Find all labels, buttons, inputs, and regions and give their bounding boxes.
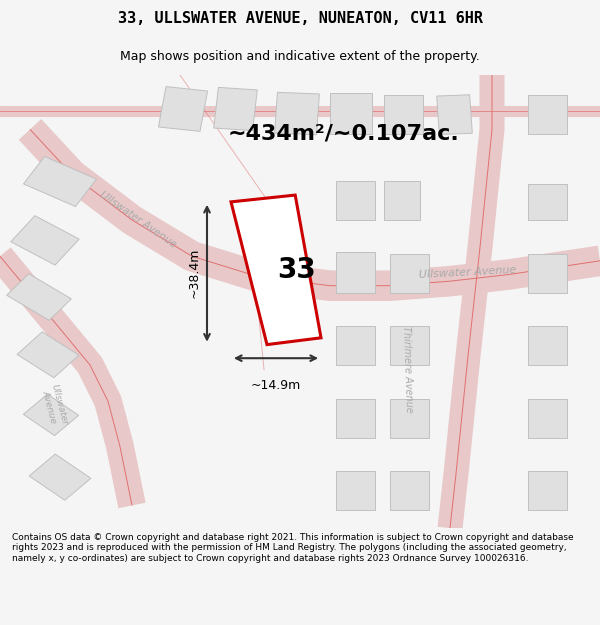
Bar — [390, 326, 429, 365]
Bar — [23, 156, 97, 206]
Bar — [17, 332, 79, 378]
Bar — [11, 216, 79, 265]
Bar — [528, 471, 567, 510]
Bar — [336, 399, 375, 437]
Text: 33: 33 — [277, 256, 316, 284]
Text: Contains OS data © Crown copyright and database right 2021. This information is : Contains OS data © Crown copyright and d… — [12, 533, 574, 562]
Bar — [390, 399, 429, 437]
Text: Ullswater Avenue: Ullswater Avenue — [419, 264, 517, 279]
Text: ~14.9m: ~14.9m — [251, 379, 301, 392]
Bar — [7, 274, 71, 320]
Bar — [336, 326, 375, 365]
Bar — [528, 254, 567, 292]
Bar — [158, 87, 208, 131]
Text: Thirlmere Avenue: Thirlmere Avenue — [401, 326, 415, 413]
Bar — [528, 326, 567, 365]
Bar — [528, 96, 567, 134]
Text: Ullswater
Avenue: Ullswater Avenue — [39, 383, 69, 429]
Text: ~434m²/~0.107ac.: ~434m²/~0.107ac. — [228, 124, 460, 144]
Bar — [336, 252, 375, 292]
Bar — [437, 95, 472, 134]
Bar — [390, 254, 429, 292]
Bar — [528, 184, 567, 220]
Bar — [23, 394, 79, 436]
Text: Map shows position and indicative extent of the property.: Map shows position and indicative extent… — [120, 50, 480, 62]
Bar — [528, 399, 567, 437]
Bar — [336, 181, 375, 220]
Text: Ullswater Avenue: Ullswater Avenue — [98, 190, 178, 250]
Bar — [384, 181, 420, 220]
Bar — [336, 471, 375, 510]
Bar — [214, 88, 257, 131]
Bar — [390, 471, 429, 510]
Bar — [29, 454, 91, 500]
Bar — [330, 93, 372, 134]
Text: ~38.4m: ~38.4m — [188, 248, 201, 298]
Polygon shape — [231, 195, 321, 344]
Text: 33, ULLSWATER AVENUE, NUNEATON, CV11 6HR: 33, ULLSWATER AVENUE, NUNEATON, CV11 6HR — [118, 11, 482, 26]
Bar — [384, 96, 423, 134]
Bar — [275, 92, 319, 135]
